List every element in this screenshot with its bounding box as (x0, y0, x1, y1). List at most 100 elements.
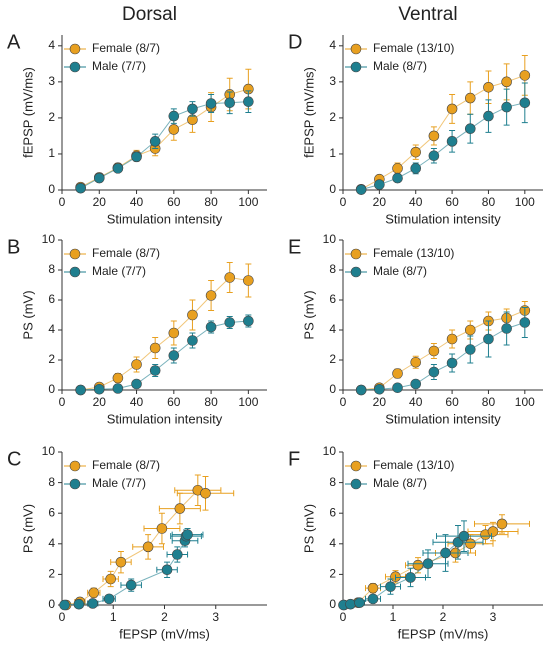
data-point (410, 163, 422, 174)
data-point (224, 272, 236, 283)
data-point (519, 70, 531, 81)
y-tick-label: 0 (329, 182, 336, 196)
legend-marker (350, 460, 362, 472)
y-tick-label: 0 (48, 182, 55, 196)
data-point (172, 549, 183, 560)
panel-letter: E (288, 236, 301, 258)
data-point (142, 541, 154, 553)
series-line (80, 276, 249, 391)
x-tick-label: 20 (373, 195, 387, 209)
data-point (355, 184, 367, 195)
data-point (465, 538, 476, 550)
legend-label: Female (13/10) (373, 41, 454, 55)
legend-marker (69, 478, 81, 490)
data-point (428, 366, 440, 378)
x-tick-label: 80 (482, 195, 496, 209)
data-point (112, 372, 124, 384)
x-tick-label: 100 (238, 195, 258, 209)
x-tick-label: 100 (238, 395, 258, 409)
legend-marker (350, 266, 362, 278)
data-point (410, 356, 422, 368)
panel-letter: A (7, 31, 21, 53)
panel-letter: B (7, 236, 20, 258)
y-axis-label: PS (mV) (20, 504, 35, 553)
data-point (131, 151, 142, 163)
data-point (243, 315, 254, 327)
x-axis-label: fEPSP (mV/ms) (398, 626, 489, 641)
panel-letter: D (288, 31, 302, 53)
data-point (410, 378, 422, 390)
y-tick-label: 6 (329, 292, 336, 306)
y-tick-label: 4 (329, 536, 336, 550)
y-axis-label: PS (mV) (301, 504, 316, 553)
x-tick-label: 1 (390, 610, 397, 624)
x-tick-label: 100 (515, 195, 535, 209)
data-point (501, 323, 512, 334)
x-tick-label: 100 (515, 395, 535, 409)
data-point (187, 335, 198, 346)
x-tick-label: 20 (93, 395, 107, 409)
data-point (410, 146, 422, 158)
y-axis-label: fEPSP (mV/ms) (301, 67, 316, 158)
x-tick-label: 0 (59, 610, 66, 624)
y-tick-label: 2 (48, 567, 55, 581)
legend-marker (350, 61, 362, 73)
data-point (345, 598, 356, 610)
column-title: Ventral (398, 4, 457, 25)
y-tick-label: 4 (48, 322, 55, 336)
data-point (464, 92, 476, 104)
data-point (182, 529, 193, 540)
legend-marker (350, 43, 362, 55)
x-tick-label: 0 (340, 195, 347, 209)
y-tick-label: 8 (48, 262, 55, 276)
y-tick-label: 4 (329, 38, 336, 52)
x-axis-label: Stimulation intensity (107, 211, 223, 226)
legend-label: Male (8/7) (373, 476, 427, 490)
y-tick-label: 0 (48, 382, 55, 396)
data-point (205, 321, 217, 333)
data-point (392, 382, 403, 394)
data-point (224, 97, 236, 109)
data-point (168, 350, 180, 361)
data-point (105, 573, 116, 585)
data-point (446, 136, 458, 147)
data-point (367, 582, 379, 594)
data-point (446, 357, 458, 369)
data-point (428, 130, 440, 142)
data-point (131, 359, 142, 370)
legend-label: Female (13/10) (373, 458, 454, 472)
data-point (405, 572, 416, 583)
data-point (374, 179, 385, 190)
y-tick-label: 6 (329, 505, 336, 519)
data-point (73, 598, 85, 610)
y-tick-label: 2 (48, 352, 55, 366)
y-tick-label: 0 (48, 597, 55, 611)
x-axis-label: Stimulation intensity (107, 411, 223, 426)
x-tick-label: 40 (409, 195, 423, 209)
y-tick-label: 1 (48, 146, 55, 160)
y-tick-label: 3 (48, 74, 55, 88)
x-tick-label: 80 (204, 195, 218, 209)
x-axis-label: fEPSP (mV/ms) (119, 626, 210, 641)
data-point (93, 172, 105, 184)
y-axis-label: fEPSP (mV/ms) (20, 67, 35, 158)
y-tick-label: 2 (48, 110, 55, 124)
data-point (446, 333, 458, 345)
data-point (496, 518, 508, 530)
x-tick-label: 20 (373, 395, 387, 409)
y-tick-label: 3 (329, 74, 336, 88)
series-line (360, 74, 525, 190)
data-point (88, 587, 100, 599)
data-point (112, 163, 124, 174)
data-point (428, 345, 440, 357)
data-point (87, 598, 99, 609)
data-point (115, 556, 127, 568)
data-point (149, 365, 161, 376)
data-point (161, 564, 173, 576)
x-tick-label: 2 (161, 610, 168, 624)
x-tick-label: 60 (445, 395, 459, 409)
